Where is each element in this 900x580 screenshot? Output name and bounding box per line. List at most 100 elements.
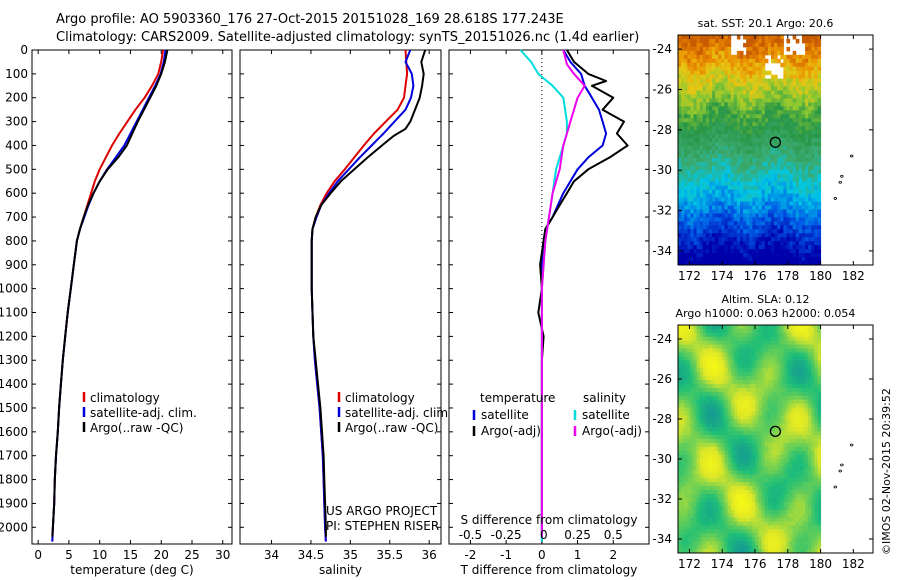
map-cell: [736, 419, 741, 424]
map-cell: [715, 257, 719, 262]
map-cell: [758, 62, 763, 68]
map-cell: [736, 423, 741, 428]
map-cell: [777, 435, 781, 440]
map-cell: [681, 58, 685, 64]
map-cell: [777, 376, 781, 381]
map-cell: [805, 201, 809, 207]
map-cell: [814, 356, 818, 361]
map-cell: [789, 181, 794, 187]
map-cell: [761, 364, 766, 369]
map-cell: [761, 229, 766, 234]
map-cell: [712, 458, 716, 464]
map-cell: [678, 415, 682, 420]
legend-label: Argo(..raw -QC): [345, 421, 438, 435]
map-cell: [678, 54, 682, 60]
map-cell: [712, 435, 716, 440]
map-cell: [749, 114, 753, 119]
map-cell: [733, 62, 738, 68]
map-cell: [755, 261, 760, 266]
map-cell: [736, 197, 741, 203]
map-cell: [712, 169, 716, 175]
map-cell: [811, 177, 815, 183]
map-cell: [789, 332, 794, 338]
map-cell: [736, 185, 741, 191]
map-cell: [718, 387, 722, 393]
map-cell: [743, 352, 747, 357]
map-cell: [755, 181, 760, 187]
map-cell: [755, 494, 760, 499]
map-cell: [696, 332, 701, 338]
y-tick-label: 1900: [0, 496, 28, 510]
map-cell: [721, 237, 725, 242]
map-cell: [687, 454, 691, 460]
map-cell: [730, 221, 735, 226]
map-cell: [770, 439, 775, 444]
map-cell: [705, 189, 710, 195]
map-cell: [767, 225, 772, 230]
map-cell: [801, 130, 806, 135]
map-cell: [764, 118, 769, 123]
map-cell: [743, 380, 747, 385]
map-cell: [764, 352, 769, 357]
map-cell: [721, 70, 725, 76]
map-cell: [699, 217, 704, 222]
map-cell: [792, 114, 797, 119]
map-cell: [808, 360, 812, 365]
map-cell: [752, 486, 756, 491]
map-cell: [764, 368, 769, 373]
map-cell: [758, 205, 763, 210]
map-cell: [783, 466, 787, 471]
map-cell: [693, 86, 698, 92]
map-cell: [770, 462, 775, 468]
map-cell: [693, 189, 698, 195]
x-tick-label: 180: [809, 269, 832, 283]
map-cell: [724, 340, 729, 346]
map-cell: [696, 201, 701, 207]
map-cell: [746, 189, 750, 195]
map-cell: [798, 94, 803, 99]
map-cell: [783, 102, 787, 107]
map-cell: [783, 201, 787, 207]
map-cell: [755, 478, 760, 483]
map-cell: [808, 153, 812, 159]
map-cell: [739, 391, 744, 397]
map-cell: [780, 435, 784, 440]
map-cell: [808, 325, 812, 330]
map-cell: [805, 35, 809, 40]
map-cell: [789, 336, 794, 342]
map-cell: [792, 110, 797, 115]
map-cell: [690, 497, 694, 503]
map-cell: [752, 435, 756, 440]
map-cell: [721, 46, 725, 52]
map-cell: [718, 478, 722, 483]
map-cell: [764, 78, 769, 84]
map-cell: [789, 368, 794, 373]
map-cell: [761, 70, 766, 76]
map-cell: [715, 423, 719, 428]
map-cell: [736, 399, 741, 405]
map-cell: [761, 348, 766, 354]
map-cell: [684, 126, 688, 131]
map-cell: [708, 494, 713, 499]
map-cell: [755, 38, 760, 44]
map-cell: [730, 70, 735, 76]
map-cell: [789, 161, 794, 167]
map-cell: [792, 82, 797, 88]
map-cell: [814, 181, 818, 187]
map-cell: [795, 380, 800, 385]
map-cell: [780, 387, 784, 393]
map-cell: [721, 470, 725, 475]
map-cell: [761, 185, 766, 191]
map-cell: [808, 134, 812, 139]
map-cell: [705, 153, 710, 159]
map-cell: [801, 415, 806, 420]
map-cell: [780, 110, 784, 115]
map-cell: [702, 442, 707, 448]
map-cell: [761, 213, 766, 218]
map-cell: [786, 62, 791, 68]
map-cell: [777, 169, 781, 175]
map-cell: [743, 497, 747, 503]
map-cell: [786, 435, 791, 440]
map-cell: [798, 177, 803, 183]
map-cell: [786, 229, 791, 234]
